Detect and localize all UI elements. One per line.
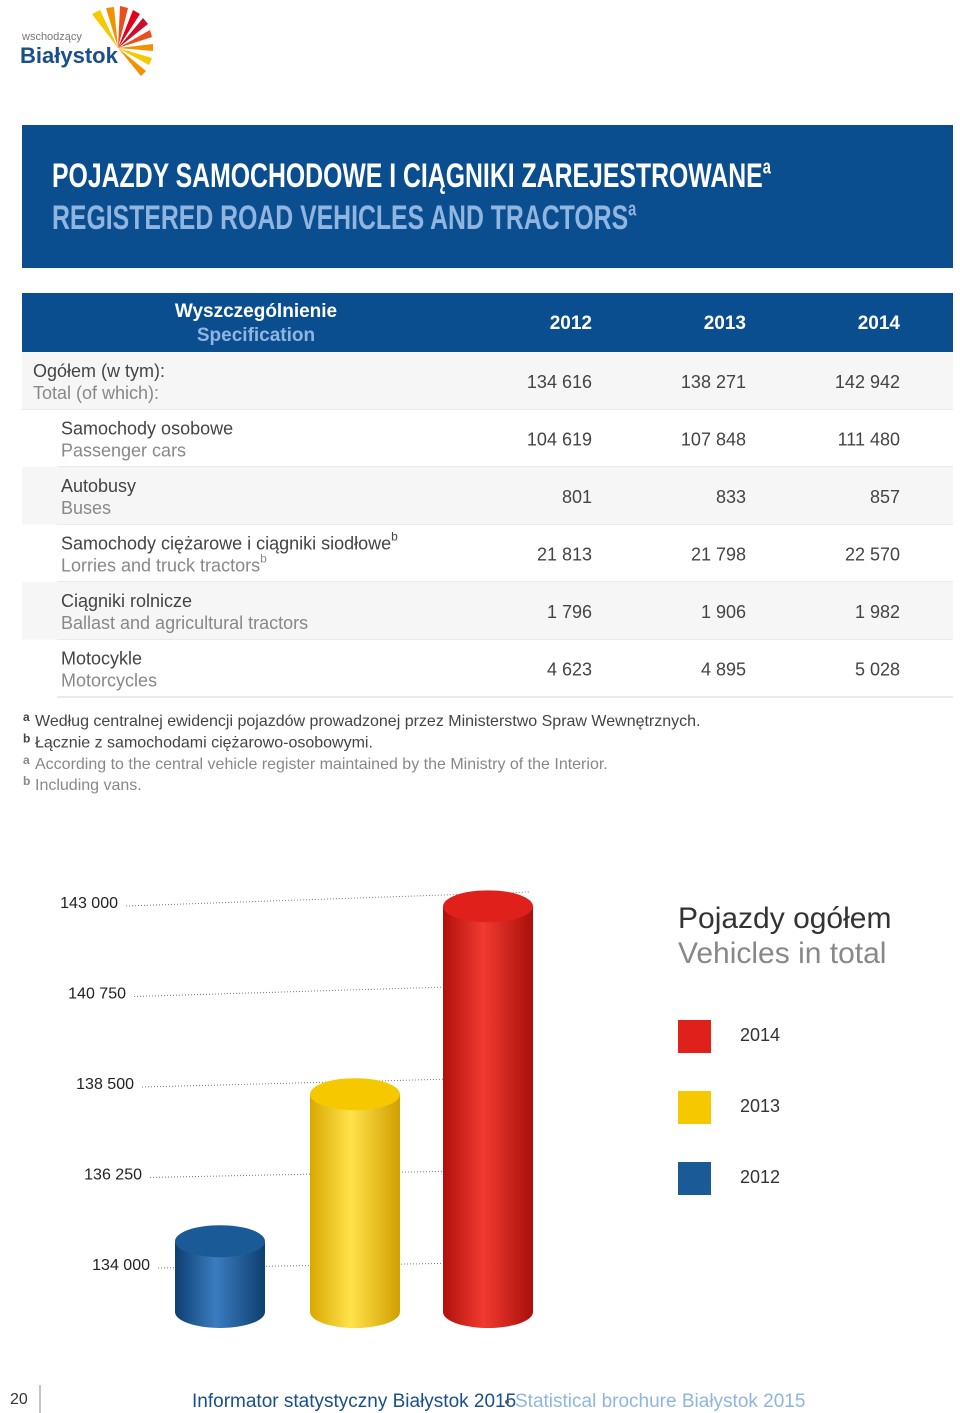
row-label-pl: Ogółem (w tym): [33, 361, 165, 381]
row-bg [22, 524, 953, 582]
row-label-en: Total (of which): [33, 383, 159, 403]
cell: 142 942 [835, 372, 900, 392]
year-head: 2014 [858, 313, 901, 334]
cell: 107 848 [681, 429, 746, 449]
legend-swatch [678, 1091, 711, 1124]
cell: 4 895 [701, 659, 746, 679]
legend-label: 2013 [740, 1096, 780, 1116]
cell: 111 480 [838, 429, 900, 449]
row-label-pl: Samochody osobowe [61, 418, 233, 438]
row-label-en: Lorries and truck tractorsb [61, 552, 267, 576]
label-en: Total (of which): [33, 383, 159, 403]
footnote: Według centralnej ewidencji pojazdów pro… [35, 713, 701, 730]
grid-line [149, 1169, 531, 1178]
note-mark: b [260, 552, 267, 566]
table-head [22, 293, 953, 352]
cell: 5 028 [855, 659, 900, 679]
logo-small: wschodzący [21, 31, 82, 43]
row-bg [22, 409, 953, 467]
row-bg [22, 639, 953, 697]
label-pl: Samochody osobowe [61, 418, 233, 438]
cell: 1 906 [701, 602, 746, 622]
cell: 22 570 [845, 544, 900, 564]
row-label-pl: Samochody ciężarowe i ciągniki siodłoweb [61, 530, 398, 554]
cylinder-top [175, 1225, 265, 1258]
y-tick-label: 140 750 [68, 986, 126, 1003]
cell: 801 [562, 487, 592, 507]
footer-en: Statistical brochure Białystok 2015 [515, 1391, 805, 1412]
cell: 1 982 [855, 602, 900, 622]
label-en: Ballast and agricultural tractors [61, 613, 308, 633]
label-en: Passenger cars [61, 440, 186, 460]
footnote: According to the central vehicle registe… [35, 756, 608, 773]
y-tick-label: 143 000 [60, 895, 118, 912]
row-label-en: Buses [61, 498, 111, 518]
cell: 138 271 [681, 372, 746, 392]
row-bg [22, 467, 953, 525]
cylinder [310, 1094, 400, 1328]
legend-subtitle: Vehicles in total [678, 937, 886, 970]
row-label-pl: Motocykle [61, 648, 142, 668]
row-label-pl: Autobusy [61, 476, 136, 496]
legend-label: 2012 [740, 1167, 780, 1187]
row-label-en: Ballast and agricultural tractors [61, 613, 308, 633]
row-label-en: Motorcycles [61, 670, 157, 690]
row-bg [22, 582, 953, 640]
logo-rays [92, 6, 153, 76]
label-pl: Motocykle [61, 648, 142, 668]
label-en: Buses [61, 498, 111, 518]
cell: 1 796 [547, 602, 592, 622]
y-tick-label: 138 500 [76, 1076, 134, 1093]
footnote-mark: a [23, 753, 30, 767]
footer-dot [505, 1400, 509, 1404]
year-head: 2012 [550, 313, 592, 334]
row-bg [22, 352, 953, 410]
title-en: REGISTERED ROAD VEHICLES AND TRACTORSa [52, 197, 636, 237]
cylinder-top [443, 890, 533, 923]
cylinder [443, 906, 533, 1328]
label-pl: Ciągniki rolnicze [61, 591, 192, 611]
spec-en: Specification [197, 325, 315, 346]
footnote: Including vans. [35, 777, 142, 794]
footer-pl: Informator statystyczny Białystok 2015 [192, 1391, 516, 1412]
row-label-en: Passenger cars [61, 440, 186, 460]
cell: 857 [870, 487, 900, 507]
footnote-mark: a [23, 710, 30, 724]
cell: 134 616 [527, 372, 592, 392]
title-pl: POJAZDY SAMOCHODOWE I CIĄGNIKI ZAREJESTR… [52, 155, 771, 195]
footnote: Łącznie z samochodami ciężarowo-osobowym… [35, 735, 373, 752]
page-number: 20 [10, 1391, 28, 1408]
cell: 104 619 [527, 429, 592, 449]
label-pl: Samochody ciężarowe i ciągniki siodłowe [61, 533, 391, 553]
cylinder-top [310, 1078, 400, 1111]
spec-pl: Wyszczególnienie [175, 301, 337, 322]
header-box [22, 125, 953, 268]
y-tick-label: 134 000 [92, 1257, 150, 1274]
legend-title: Pojazdy ogółem [678, 902, 891, 935]
row-label-pl: Ciągniki rolnicze [61, 591, 192, 611]
label-pl: Ogółem (w tym): [33, 361, 165, 381]
table-body: 2012 2013 2014 Ogółem (w tym):Total (of whi… [22, 313, 953, 698]
cell: 21 798 [691, 544, 746, 564]
legend-label: 2014 [740, 1025, 780, 1045]
cell: 833 [716, 487, 746, 507]
label-pl: Autobusy [61, 476, 136, 496]
chart: 134 000 136 250 138 500 140 750 143 000 Pojaz… [60, 890, 891, 1328]
cell: 4 623 [547, 659, 592, 679]
footnote-mark: b [23, 774, 30, 788]
legend-swatch [678, 1162, 711, 1195]
note-mark: b [391, 530, 398, 544]
y-tick-label: 136 250 [84, 1167, 142, 1184]
label-en: Motorcycles [61, 670, 157, 690]
year-head: 2013 [704, 313, 746, 334]
label-en: Lorries and truck tractors [61, 555, 260, 575]
legend-swatch [678, 1020, 711, 1053]
logo-name: Białystok [20, 43, 119, 68]
cylinder [175, 1241, 265, 1328]
cell: 21 813 [537, 544, 592, 564]
footnote-mark: b [23, 731, 30, 745]
footnotes: a Według centralnej ewidencji pojazdów pr… [23, 710, 701, 794]
